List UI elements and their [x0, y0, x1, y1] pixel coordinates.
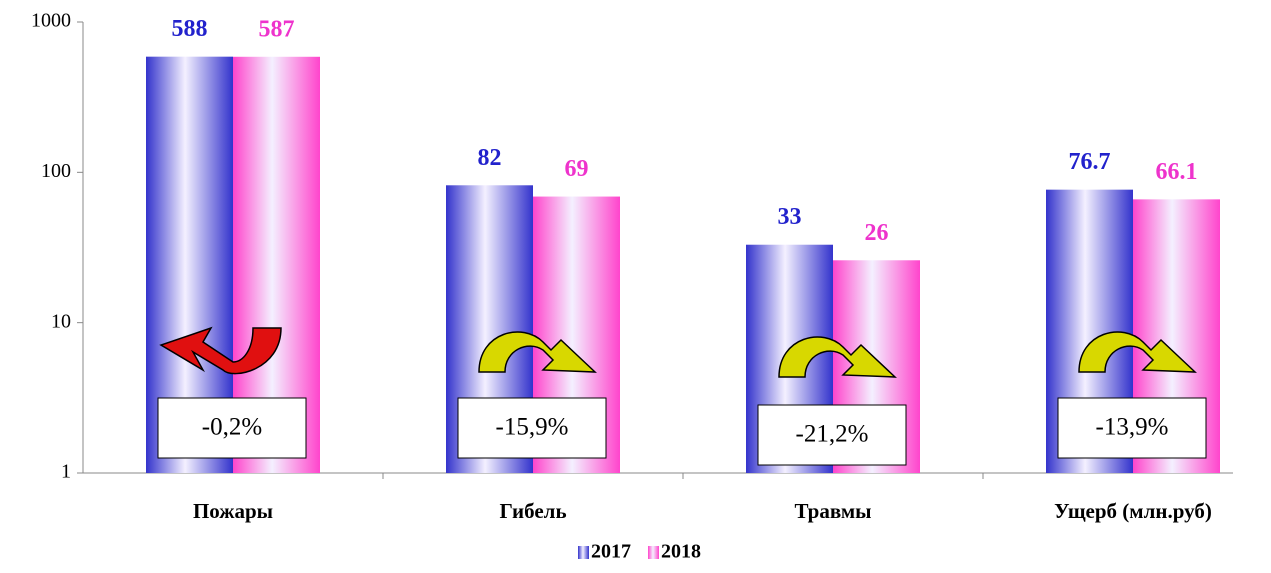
value-label: 587	[259, 16, 295, 42]
y-tick-label: 10	[51, 310, 71, 332]
annotation: -15,9%	[496, 414, 569, 441]
annotation: -13,9%	[1096, 414, 1169, 441]
trend-arrow	[478, 331, 597, 373]
value-label: 82	[478, 145, 502, 171]
x-tick-label: Травмы	[794, 499, 871, 523]
trend-arrow	[778, 336, 897, 378]
legend-label: 2017	[591, 541, 631, 563]
annotation-box	[1057, 397, 1207, 459]
y-tick-label: 100	[41, 160, 71, 182]
x-tick-label: Ущерб (млн.руб)	[1054, 499, 1212, 523]
legend-label: 2018	[661, 541, 701, 563]
value-label: 588	[172, 16, 208, 42]
value-label: 33	[778, 204, 802, 230]
annotation: -0,2%	[202, 414, 262, 441]
annotation-box	[757, 404, 907, 466]
annotation: -21,2%	[796, 421, 869, 448]
y-tick-label: 1000	[31, 10, 71, 32]
legend-swatch	[648, 546, 659, 559]
annotation-box	[157, 397, 307, 459]
legend-swatch	[578, 546, 589, 559]
value-label: 26	[865, 220, 889, 246]
value-label: 76.7	[1069, 149, 1111, 175]
annotation-box	[457, 397, 607, 459]
x-tick-label: Гибель	[499, 499, 566, 523]
value-label: 66.1	[1156, 159, 1198, 185]
trend-arrow	[159, 326, 282, 375]
value-label: 69	[565, 156, 589, 182]
x-tick-label: Пожары	[193, 499, 273, 523]
trend-arrow	[1078, 331, 1197, 373]
y-tick-label: 1	[61, 461, 71, 483]
